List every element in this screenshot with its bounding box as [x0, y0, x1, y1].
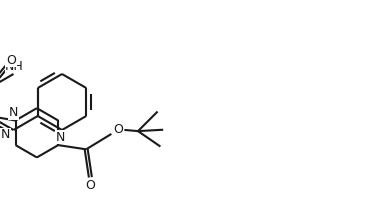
Text: N: N: [56, 131, 65, 144]
Text: N: N: [1, 129, 10, 141]
Text: O: O: [86, 179, 95, 192]
Text: NH: NH: [5, 60, 24, 73]
Text: N: N: [9, 106, 18, 119]
Text: O: O: [114, 124, 123, 136]
Text: O: O: [6, 54, 16, 66]
